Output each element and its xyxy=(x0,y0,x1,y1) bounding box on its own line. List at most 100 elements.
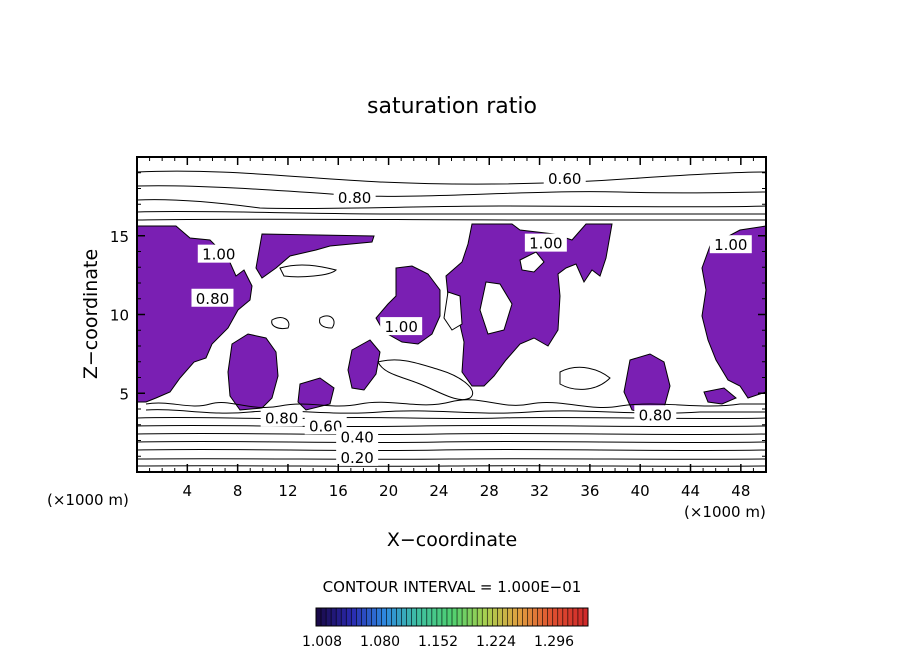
colorbar-cell xyxy=(487,608,493,626)
z-unit-label: (×1000 m) xyxy=(47,491,129,509)
y-tick-label: 15 xyxy=(110,228,129,246)
x-tick-label: 8 xyxy=(233,482,243,500)
colorbar-cell xyxy=(522,608,529,626)
colorbar-cell xyxy=(502,608,508,626)
colorbar-cell xyxy=(346,608,352,626)
contour-label-bg xyxy=(333,187,376,206)
colorbar-cell xyxy=(542,608,549,626)
colorbar-cell xyxy=(436,608,443,626)
colorbar-cell xyxy=(527,608,534,626)
colorbar-cell xyxy=(537,608,544,626)
contour-label-bg xyxy=(634,405,677,424)
colorbar-cell xyxy=(316,608,322,626)
colorbar-labels: 1.008 1.080 1.152 1.224 1.296 xyxy=(302,634,574,650)
contour-label: 0.80 xyxy=(265,409,298,427)
contour-label: 1.00 xyxy=(714,236,747,254)
colorbar-cell xyxy=(582,608,589,626)
colorbar-cell xyxy=(507,608,513,626)
colorbar-cell xyxy=(477,608,483,626)
y-axis-title: Z−coordinate xyxy=(80,249,102,379)
colorbar-cell xyxy=(401,608,408,626)
colorbar-tick-label: 1.224 xyxy=(476,634,516,650)
x-unit-label: (×1000 m) xyxy=(684,503,766,521)
x-axis-title: X−coordinate xyxy=(387,529,517,551)
contour-label-bg xyxy=(380,317,423,336)
contour-label-bg xyxy=(709,235,752,254)
unsaturated-holes xyxy=(443,251,545,335)
colorbar-cell xyxy=(386,608,393,626)
colorbar-cell xyxy=(441,608,448,626)
x-tick-label: 48 xyxy=(731,482,750,500)
contour-labels: 0.600.801.000.801.001.00 1.000.80 0.600.40… xyxy=(191,169,752,467)
x-tick-label: 12 xyxy=(278,482,297,500)
colorbar-cell xyxy=(371,608,377,626)
x-tick-label: 24 xyxy=(429,482,448,500)
colorbar-tick-label: 1.296 xyxy=(534,634,574,650)
colorbar-cell xyxy=(547,608,554,626)
contour-label: 0.80 xyxy=(639,406,672,424)
colorbar-cell xyxy=(421,608,428,626)
colorbar-frame xyxy=(315,607,589,627)
x-axis-ticks: 4 8 12 16 20 24 28 32 36 40 44 48 xyxy=(149,157,754,500)
colorbar-cell xyxy=(497,608,503,626)
colorbar-cell xyxy=(356,608,362,626)
colorbar-tick-label: 1.080 xyxy=(360,634,400,650)
colorbar-cell xyxy=(452,608,458,626)
plot-area: 0.600.801.000.801.001.00 1.000.80 0.600.40… xyxy=(110,156,767,500)
colorbar-cell xyxy=(467,608,473,626)
colorbar-cell xyxy=(376,608,382,626)
contour-label: 1.00 xyxy=(384,318,417,336)
colorbar-cell xyxy=(381,608,388,626)
colorbar-cell xyxy=(562,608,569,626)
supersaturation-fill xyxy=(136,223,767,415)
colorbar-cell xyxy=(446,608,453,626)
colorbar-tick-label: 1.008 xyxy=(302,634,342,650)
y-tick-label: 10 xyxy=(110,307,129,325)
contour-label-bg xyxy=(197,244,240,263)
x-tick-label: 44 xyxy=(681,482,700,500)
colorbar-cell xyxy=(396,608,403,626)
contour-label-bg xyxy=(524,233,567,252)
colorbar-tick-label: 1.152 xyxy=(418,634,458,650)
colorbar-cell xyxy=(351,608,357,626)
contour-label: 0.20 xyxy=(340,449,373,467)
colorbar-cell xyxy=(492,608,498,626)
colorbar-cell xyxy=(572,608,579,626)
colorbar-cell xyxy=(457,608,463,626)
colorbar-cell xyxy=(532,608,539,626)
colorbar-cell xyxy=(326,608,332,626)
colorbar-cell xyxy=(321,608,327,626)
colorbar-cell xyxy=(391,608,398,626)
colorbar-cell xyxy=(366,608,372,626)
colorbar-cell xyxy=(361,608,367,626)
colorbar-cell xyxy=(336,608,342,626)
y-axis-ticks: 5 10 15 xyxy=(110,172,766,457)
colorbar-cell xyxy=(431,608,438,626)
colorbar-cell xyxy=(577,608,584,626)
colorbar-cell xyxy=(411,608,418,626)
colorbar-cell xyxy=(552,608,559,626)
contour-interval-label: CONTOUR INTERVAL = 1.000E−01 xyxy=(323,578,582,596)
x-tick-label: 16 xyxy=(329,482,348,500)
contour-label: 1.00 xyxy=(202,246,235,264)
colorbar-cell xyxy=(482,608,488,626)
contour-label: 0.80 xyxy=(338,189,371,207)
contour-label-bg xyxy=(191,288,234,307)
colorbar-cell xyxy=(341,608,347,626)
contour-label-bg xyxy=(260,408,303,427)
colorbar-cell xyxy=(512,608,518,626)
x-tick-label: 36 xyxy=(580,482,599,500)
y-tick-label: 5 xyxy=(119,385,129,403)
x-tick-label: 28 xyxy=(480,482,499,500)
colorbar-cell xyxy=(406,608,413,626)
contour-label-bg xyxy=(336,447,379,466)
contour-label-bg xyxy=(543,169,586,188)
contour-label: 0.80 xyxy=(196,290,229,308)
contour-label-bg xyxy=(336,427,379,446)
contour-label: 0.60 xyxy=(309,417,342,435)
x-tick-label: 4 xyxy=(183,482,193,500)
colorbar-cell xyxy=(426,608,433,626)
x-tick-label: 32 xyxy=(530,482,549,500)
x-tick-label: 40 xyxy=(631,482,650,500)
